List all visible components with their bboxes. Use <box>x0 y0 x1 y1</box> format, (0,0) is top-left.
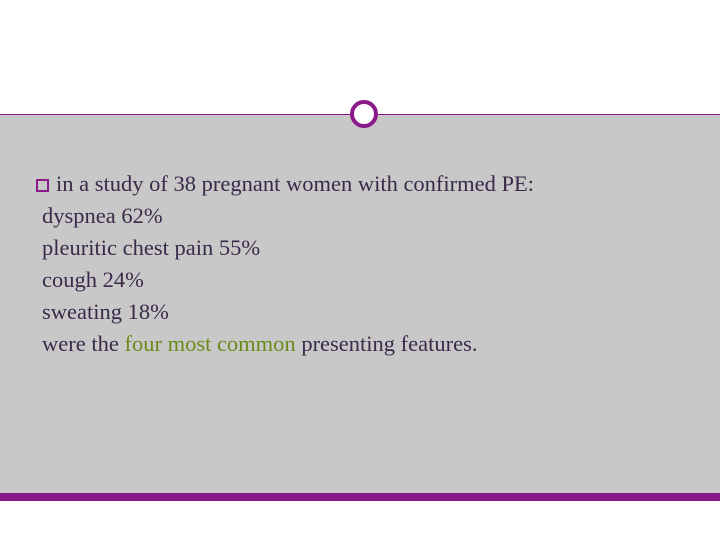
circle-marker-icon <box>350 100 378 128</box>
header-band <box>0 0 720 114</box>
closing-post: presenting features. <box>301 331 477 356</box>
list-item: dyspnea 62% <box>42 200 684 232</box>
intro-text: in a study of 38 pregnant women with con… <box>56 168 534 200</box>
footer-band <box>0 493 720 501</box>
closing-pre: were the <box>42 331 124 356</box>
bullet-row: in a study of 38 pregnant women with con… <box>36 168 684 200</box>
closing-accent: four most common <box>124 331 301 356</box>
slide-container: in a study of 38 pregnant women with con… <box>0 0 720 540</box>
list-item: pleuritic chest pain 55% <box>42 232 684 264</box>
below-footer-band <box>0 501 720 540</box>
closing-line: were the four most common presenting fea… <box>42 328 684 360</box>
list-item: cough 24% <box>42 264 684 296</box>
bullet-square-icon <box>36 179 49 192</box>
list-item: sweating 18% <box>42 296 684 328</box>
text-area: in a study of 38 pregnant women with con… <box>36 168 684 360</box>
